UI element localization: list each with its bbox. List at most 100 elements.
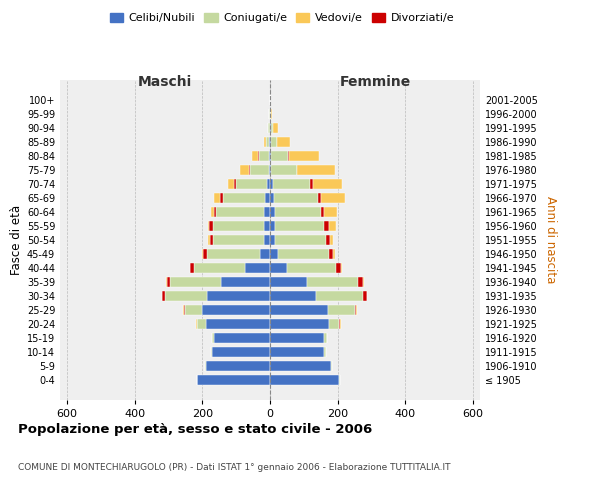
Text: Popolazione per età, sesso e stato civile - 2006: Popolazione per età, sesso e stato civil…	[18, 422, 372, 436]
Bar	[269, 136, 270, 147]
Bar	[330, 234, 334, 246]
Bar	[316, 290, 363, 302]
Bar	[270, 150, 271, 162]
Bar	[270, 346, 324, 358]
Bar	[229, 178, 235, 190]
Text: COMUNE DI MONTECHIARUGOLO (PR) - Dati ISTAT 1° gennaio 2006 - Elaborazione TUTTI: COMUNE DI MONTECHIARUGOLO (PR) - Dati IS…	[18, 462, 451, 471]
Bar	[289, 150, 319, 162]
Bar	[321, 206, 324, 218]
Bar	[240, 164, 250, 175]
Bar	[161, 290, 162, 302]
Bar	[269, 150, 270, 162]
Bar	[170, 276, 221, 287]
Bar	[236, 178, 266, 190]
Bar	[209, 220, 213, 232]
Bar	[270, 332, 324, 344]
Bar	[275, 220, 324, 232]
Bar	[329, 248, 332, 260]
Bar	[340, 318, 341, 330]
Bar	[271, 122, 273, 134]
Bar	[166, 276, 167, 287]
Bar	[271, 136, 277, 147]
Bar	[264, 234, 270, 246]
Bar	[324, 332, 326, 344]
Bar	[270, 164, 271, 175]
Bar	[273, 178, 310, 190]
Bar	[270, 122, 271, 134]
Bar	[194, 262, 245, 274]
Bar	[270, 206, 275, 218]
Bar	[260, 248, 270, 260]
Bar	[220, 192, 223, 203]
Bar	[329, 220, 337, 232]
Bar	[205, 360, 206, 372]
Y-axis label: Fasce di età: Fasce di età	[10, 205, 23, 275]
Bar	[264, 136, 266, 147]
Bar	[271, 108, 272, 120]
Bar	[266, 178, 270, 190]
Bar	[252, 150, 258, 162]
Bar	[270, 360, 331, 372]
Bar	[206, 360, 270, 372]
Bar	[270, 374, 340, 386]
Bar	[221, 276, 270, 287]
Bar	[277, 136, 290, 147]
Bar	[322, 192, 344, 203]
Bar	[270, 248, 278, 260]
Bar	[213, 220, 264, 232]
Bar	[324, 220, 329, 232]
Bar	[271, 164, 297, 175]
Bar	[270, 318, 329, 330]
Bar	[270, 262, 287, 274]
Bar	[329, 318, 340, 330]
Bar	[264, 206, 270, 218]
Bar	[270, 178, 273, 190]
Bar	[363, 276, 364, 287]
Bar	[223, 192, 265, 203]
Bar	[275, 206, 321, 218]
Bar	[273, 122, 278, 134]
Bar	[355, 304, 356, 316]
Bar	[287, 262, 336, 274]
Bar	[266, 136, 269, 147]
Bar	[210, 234, 213, 246]
Bar	[197, 374, 270, 386]
Bar	[270, 276, 307, 287]
Bar	[206, 318, 270, 330]
Bar	[197, 318, 206, 330]
Text: Maschi: Maschi	[138, 75, 192, 89]
Bar	[324, 206, 337, 218]
Bar	[341, 262, 343, 274]
Bar	[184, 304, 185, 316]
Bar	[336, 262, 341, 274]
Bar	[313, 178, 343, 190]
Bar	[185, 304, 202, 316]
Bar	[270, 290, 316, 302]
Bar	[310, 178, 313, 190]
Bar	[297, 164, 298, 175]
Bar	[270, 192, 274, 203]
Bar	[259, 150, 269, 162]
Y-axis label: Anni di nascita: Anni di nascita	[544, 196, 557, 284]
Bar	[196, 318, 197, 330]
Bar	[288, 150, 289, 162]
Bar	[358, 276, 363, 287]
Bar	[298, 164, 335, 175]
Bar	[324, 346, 326, 358]
Bar	[212, 332, 214, 344]
Bar	[167, 276, 170, 287]
Bar	[213, 234, 264, 246]
Legend: Celibi/Nubili, Coniugati/e, Vedovi/e, Divorziati/e: Celibi/Nubili, Coniugati/e, Vedovi/e, Di…	[106, 8, 458, 28]
Bar	[328, 304, 355, 316]
Bar	[274, 192, 318, 203]
Bar	[202, 304, 270, 316]
Bar	[211, 346, 212, 358]
Bar	[211, 206, 214, 218]
Bar	[214, 332, 270, 344]
Bar	[332, 248, 335, 260]
Bar	[208, 290, 270, 302]
Bar	[268, 122, 269, 134]
Bar	[318, 192, 322, 203]
Bar	[278, 248, 329, 260]
Bar	[202, 248, 203, 260]
